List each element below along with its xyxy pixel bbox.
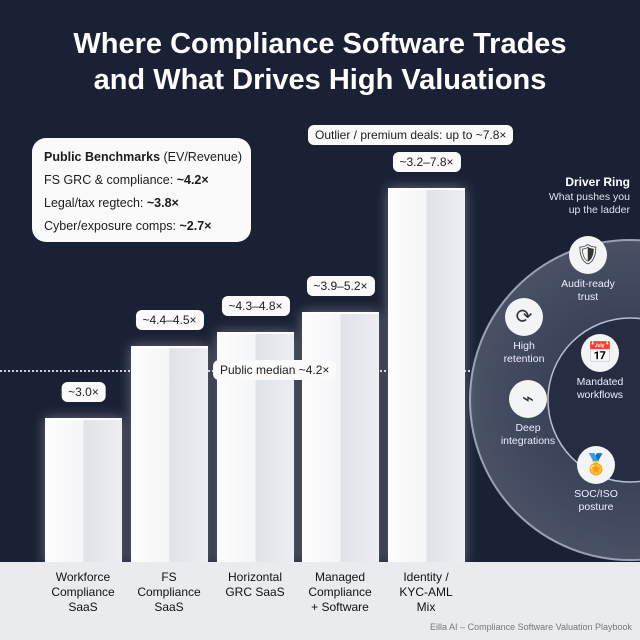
- bar-data-label: ~3.9–5.2×: [306, 276, 375, 297]
- footer-credit: Eilla AI – Compliance Software Valuation…: [430, 622, 632, 632]
- benchmark-row: Cyber/exposure comps: ~2.7×: [44, 219, 212, 233]
- bar: [302, 312, 379, 564]
- median-label: Public median ~4.2×: [213, 360, 337, 381]
- driver-high-retention: ⟳ High retention: [486, 298, 562, 366]
- bar-data-label: ~4.4–4.5×: [135, 310, 204, 330]
- category-label: Horizontal GRC SaaS: [225, 570, 285, 599]
- outlier-label: Outlier / premium deals: up to ~7.8×: [308, 125, 514, 145]
- category-label: FS Compliance SaaS: [137, 570, 201, 614]
- category-label: Workforce Compliance SaaS: [51, 570, 115, 614]
- bar: [388, 187, 465, 564]
- refresh-icon: ⟳: [505, 298, 543, 336]
- public-benchmarks-card: Public Benchmarks (EV/Revenue) FS GRC & …: [32, 138, 251, 242]
- award-badge-icon: 🏅: [577, 446, 615, 484]
- bar-data-label: ~4.3–4.8×: [221, 295, 290, 316]
- driver-ring-heading: Driver Ring What pushes you up the ladde…: [548, 175, 630, 217]
- driver-soc-iso: 🏅 SOC/ISO posture: [558, 446, 634, 514]
- driver-deep-integrations: ⌁ Deep integrations: [490, 380, 566, 448]
- driver-audit-ready: 🛡 Audit-ready trust: [550, 236, 626, 304]
- category-band: [0, 562, 640, 640]
- page-title: Where Compliance Software Trades and Wha…: [73, 28, 567, 96]
- bar-data-label: ~3.2–7.8×: [392, 151, 461, 172]
- benchmark-row: FS GRC & compliance: ~4.2×: [44, 173, 209, 187]
- bar: [45, 418, 122, 564]
- bar-data-label: ~3.0×: [61, 382, 106, 402]
- shield-check-icon: 🛡: [569, 236, 607, 274]
- calendar-clock-icon: 📅: [581, 334, 619, 372]
- category-label: Managed Compliance + Software: [308, 570, 372, 614]
- plug-network-icon: ⌁: [509, 380, 547, 418]
- category-label: Identity / KYC-AML Mix: [399, 570, 453, 614]
- driver-mandated-workflows: 📅 Mandated workflows: [562, 334, 638, 402]
- benchmark-row: Legal/tax regtech: ~3.8×: [44, 196, 179, 210]
- bar: [131, 346, 208, 564]
